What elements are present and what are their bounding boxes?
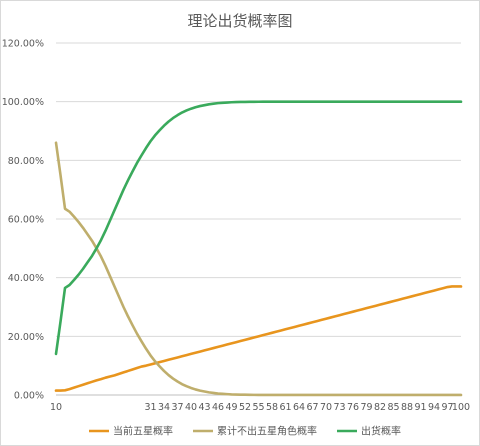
y-tick-label: 40.00% xyxy=(8,273,44,284)
chart-title: 理论出货概率图 xyxy=(187,12,292,30)
legend-label: 出货概率 xyxy=(361,425,401,438)
x-tick-label: 52 xyxy=(239,402,251,413)
x-tick-label: 76 xyxy=(347,402,359,413)
series-lines xyxy=(54,100,463,397)
x-axis-ticks: 10 31 34 37 40 43 46 49 52 55 58 61 64 67 70 73 76 79 82 85… xyxy=(50,402,470,413)
x-tick-label: 85 xyxy=(387,402,399,413)
x-tick-label: 79 xyxy=(360,402,372,413)
x-tick-label: 100 xyxy=(452,402,470,413)
x-tick-label: 40 xyxy=(185,402,197,413)
x-tick-label: 94 xyxy=(428,402,440,413)
x-tick-label: 46 xyxy=(212,402,224,413)
y-axis-ticks: 0.00% 20.00% 40.00% 60.00% 80.00% 100.00% 120.… xyxy=(2,39,44,402)
legend-label: 当前五星概率 xyxy=(113,425,173,438)
x-tick-label: 64 xyxy=(293,402,305,413)
series-line xyxy=(54,141,463,397)
y-tick-label: 80.00% xyxy=(8,156,44,167)
y-tick-label: 100.00% xyxy=(2,97,44,108)
legend-label: 累计不出五星角色概率 xyxy=(217,425,317,438)
x-tick-label: 73 xyxy=(333,402,345,413)
x-tick-label: 67 xyxy=(306,402,318,413)
series-line xyxy=(54,100,463,356)
y-tick-label: 60.00% xyxy=(8,215,44,226)
x-tick-label: 43 xyxy=(198,402,210,413)
x-tick-label: 97 xyxy=(441,402,453,413)
legend: 当前五星概率 累计不出五星角色概率 出货概率 xyxy=(89,425,401,438)
x-tick-label: 70 xyxy=(320,402,332,413)
x-tick-label: 10 xyxy=(50,402,62,413)
x-tick-label: 58 xyxy=(266,402,278,413)
y-tick-label: 0.00% xyxy=(14,391,44,402)
x-tick-label: 55 xyxy=(252,402,264,413)
y-tick-label: 20.00% xyxy=(8,332,44,343)
series-line xyxy=(54,285,463,392)
x-tick-label: 31 xyxy=(144,402,156,413)
y-tick-label: 120.00% xyxy=(2,39,44,50)
x-tick-label: 88 xyxy=(401,402,413,413)
x-tick-label: 49 xyxy=(225,402,237,413)
x-tick-label: 91 xyxy=(414,402,426,413)
x-tick-label: 37 xyxy=(171,402,183,413)
x-tick-label: 34 xyxy=(158,402,170,413)
x-tick-label: 82 xyxy=(374,402,386,413)
grid-lines xyxy=(56,42,461,396)
x-tick-label: 61 xyxy=(279,402,291,413)
